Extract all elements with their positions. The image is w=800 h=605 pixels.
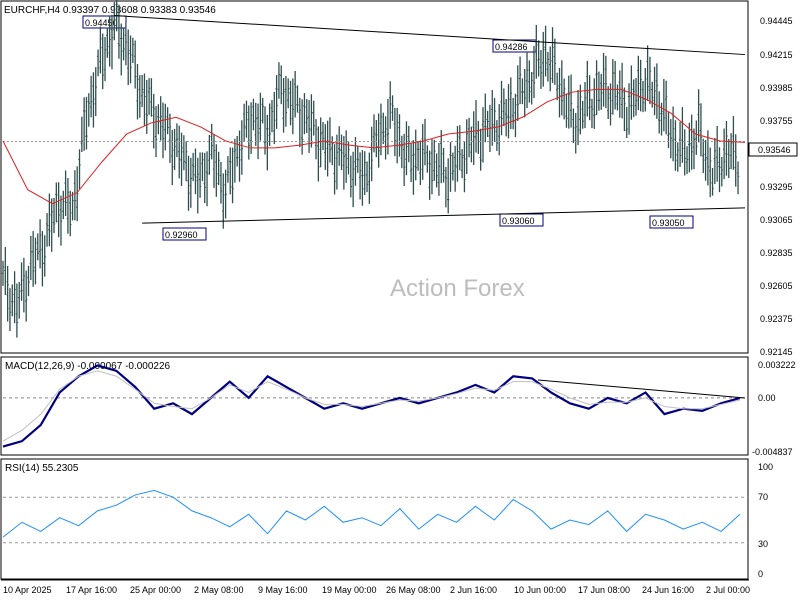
rsi-panel-frame bbox=[0, 458, 749, 580]
macd-tick-label: 0.00 bbox=[758, 393, 776, 403]
time-label: 2 Jun 16:00 bbox=[450, 585, 497, 595]
macd-tick-label: -0.004837 bbox=[752, 447, 793, 457]
price-tick-label: 0.93065 bbox=[760, 215, 793, 225]
time-label: 24 Jun 16:00 bbox=[642, 585, 694, 595]
macd-y-ticks: 0.003222 0.00 -0.004837 bbox=[752, 360, 796, 457]
price-tick-label: 0.94215 bbox=[760, 50, 793, 60]
price-tick-label: 0.94445 bbox=[760, 16, 793, 26]
price-tick-label: 0.93755 bbox=[760, 116, 793, 126]
macd-label: MACD(12,26,9) -0.000067 -0.000226 bbox=[5, 361, 171, 372]
time-label: 2 Jul 00:00 bbox=[706, 585, 750, 595]
rsi-series bbox=[2, 489, 748, 544]
trendline bbox=[142, 207, 746, 224]
time-x-labels: 10 Apr 2025 17 Apr 16:00 25 Apr 00:00 2 … bbox=[3, 585, 750, 595]
price-y-ticks: 0.94445 0.94215 0.93985 0.93755 0.93295 … bbox=[760, 16, 793, 357]
macd-tick-label: 0.003222 bbox=[758, 360, 796, 370]
annotation-high: 0.94450 bbox=[85, 18, 118, 28]
macd-line bbox=[2, 364, 741, 448]
watermark: Action Forex bbox=[390, 275, 525, 302]
time-label: 17 Apr 16:00 bbox=[66, 585, 117, 595]
annotation-box bbox=[162, 227, 207, 241]
annotation-low: 0.92960 bbox=[165, 230, 198, 240]
macd-panel-frame bbox=[0, 356, 749, 456]
rsi-tick-label: 0 bbox=[758, 569, 763, 579]
rsi-line bbox=[2, 489, 741, 538]
annotation-high-2: 0.94286 bbox=[495, 42, 528, 52]
rsi-y-ticks: 100 70 30 0 bbox=[758, 462, 773, 579]
current-price-label: 0.93546 bbox=[758, 145, 791, 155]
rsi-tick-label: 100 bbox=[758, 462, 773, 472]
time-label: 25 Apr 00:00 bbox=[130, 585, 181, 595]
moving-average-line bbox=[2, 88, 746, 205]
trendlines bbox=[114, 15, 746, 224]
macd-trendline bbox=[537, 379, 746, 399]
rsi-tick-label: 70 bbox=[758, 492, 768, 502]
moving-average bbox=[2, 88, 746, 205]
time-label: 10 Apr 2025 bbox=[3, 585, 52, 595]
annotation-low-2: 0.93060 bbox=[502, 216, 535, 226]
annotation-box bbox=[649, 215, 694, 229]
price-tick-label: 0.92605 bbox=[760, 281, 793, 291]
time-label: 19 May 00:00 bbox=[322, 585, 377, 595]
time-label: 2 May 08:00 bbox=[194, 585, 244, 595]
macd-series bbox=[2, 364, 748, 448]
rsi-tick-label: 30 bbox=[758, 539, 768, 549]
price-panel-frame bbox=[0, 0, 749, 354]
price-tick-label: 0.93295 bbox=[760, 182, 793, 192]
time-label: 17 Jun 08:00 bbox=[578, 585, 630, 595]
macd-signal-line bbox=[2, 370, 741, 442]
annotation-low-3: 0.93050 bbox=[652, 218, 685, 228]
price-tick-label: 0.92835 bbox=[760, 248, 793, 258]
time-label: 9 May 16:00 bbox=[258, 585, 308, 595]
current-price-tag bbox=[748, 142, 798, 157]
symbol-info: EURCHF,H4 0.93397 0.93608 0.93383 0.9354… bbox=[4, 5, 216, 16]
rsi-label: RSI(14) 55.2305 bbox=[5, 463, 79, 474]
time-label: 26 May 08:00 bbox=[386, 585, 441, 595]
trendline bbox=[114, 15, 746, 56]
time-label: 10 Jun 00:00 bbox=[514, 585, 566, 595]
price-series bbox=[1, 0, 748, 338]
annotation-box bbox=[82, 15, 127, 29]
price-tick-label: 0.92145 bbox=[760, 347, 793, 357]
price-tick-label: 0.92375 bbox=[760, 314, 793, 324]
price-tick-label: 0.93985 bbox=[760, 83, 793, 93]
